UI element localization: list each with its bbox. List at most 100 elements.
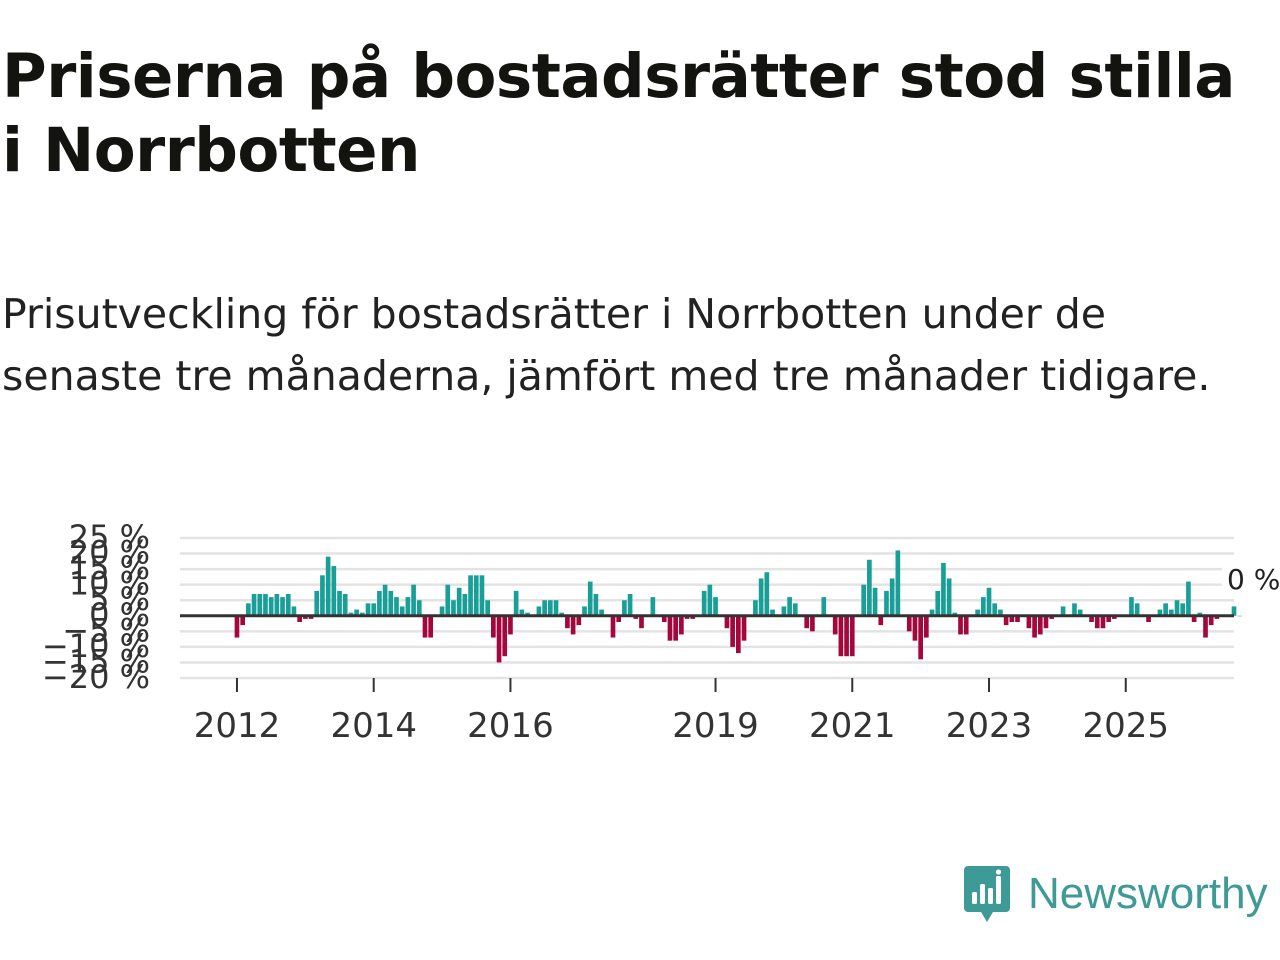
bar	[707, 584, 713, 616]
y-tick-label: 20 %	[69, 534, 150, 572]
bar	[1237, 615, 1243, 617]
bar	[1214, 615, 1220, 619]
bar	[1129, 597, 1134, 616]
page-subtitle: Prisutveckling för bostadsrätter i Norrb…	[2, 290, 1211, 400]
y-tick-label: 5 %	[89, 580, 150, 618]
bar	[929, 609, 935, 616]
bar	[593, 594, 599, 616]
bar	[958, 615, 963, 635]
x-tick-label: 2014	[330, 706, 417, 746]
bar	[924, 615, 929, 638]
bar	[661, 615, 667, 622]
bar	[291, 606, 297, 616]
bar	[365, 603, 371, 616]
bar	[582, 606, 587, 616]
bar	[781, 606, 787, 616]
bar	[411, 584, 416, 616]
bar	[1174, 600, 1180, 616]
bar	[673, 615, 679, 641]
bar	[872, 587, 878, 616]
bar	[246, 603, 251, 616]
bar	[240, 615, 246, 626]
bar	[553, 600, 559, 616]
bar	[713, 597, 718, 616]
bar	[735, 615, 741, 654]
bar	[496, 615, 502, 663]
bar	[542, 600, 547, 616]
bar	[1060, 606, 1066, 616]
bar	[382, 584, 388, 616]
bar	[462, 594, 468, 616]
bar	[285, 594, 291, 616]
bar	[963, 615, 969, 635]
bar	[912, 615, 918, 641]
bar	[1094, 615, 1100, 629]
bar	[1146, 615, 1151, 622]
bar	[320, 575, 325, 616]
bar	[622, 600, 627, 616]
bar	[861, 584, 867, 616]
bar	[684, 615, 690, 619]
bar-chart: −20 %−15 %−10 %−5 %0 %5 %10 %15 %20 %25 …	[42, 518, 1280, 746]
bar	[1037, 615, 1043, 635]
bar	[1077, 609, 1083, 616]
bar	[428, 615, 434, 638]
bar	[1049, 615, 1055, 619]
bar	[889, 578, 895, 616]
bar	[616, 615, 622, 622]
bar	[986, 587, 992, 616]
newsworthy-logo-icon	[964, 866, 1010, 922]
x-tick-label: 2019	[672, 706, 759, 746]
bar	[337, 590, 342, 616]
bar	[1157, 609, 1163, 616]
bar	[895, 550, 901, 616]
bar	[570, 615, 576, 635]
y-tick-label: 10 %	[69, 565, 150, 603]
bar	[251, 594, 257, 616]
bar	[576, 615, 582, 626]
bar	[724, 615, 730, 629]
bar	[359, 612, 365, 616]
y-tick-label: 15 %	[69, 549, 150, 587]
bar	[975, 609, 980, 616]
bar	[770, 609, 775, 616]
brand-logo: Newsworthy	[962, 862, 1268, 926]
bar	[946, 578, 952, 616]
bar	[633, 615, 639, 619]
bar	[502, 615, 508, 657]
x-tick-label: 2012	[194, 706, 281, 746]
bar	[439, 606, 445, 616]
bar	[473, 575, 479, 616]
bar	[787, 597, 792, 616]
bar	[792, 603, 798, 616]
bar	[849, 615, 855, 657]
bar	[491, 615, 496, 638]
bar	[377, 590, 382, 616]
last-value-annotation: 0 %	[1227, 563, 1280, 596]
bar	[764, 572, 770, 616]
bar	[935, 590, 941, 616]
bar	[667, 615, 673, 641]
bar	[690, 615, 696, 619]
bar	[1203, 615, 1208, 638]
bar	[1043, 615, 1049, 629]
bar	[513, 590, 519, 616]
bar	[1015, 615, 1020, 622]
bar	[1163, 603, 1168, 616]
bar	[308, 615, 314, 619]
bar	[371, 603, 377, 616]
brand-name: Newsworthy	[1028, 869, 1268, 918]
bar	[650, 597, 656, 616]
bar	[525, 612, 530, 616]
bar	[1100, 615, 1106, 629]
bar	[844, 615, 849, 657]
bar	[952, 612, 958, 616]
bar	[610, 615, 616, 638]
bar	[639, 615, 644, 629]
bar	[456, 587, 462, 616]
bar	[599, 609, 604, 616]
x-tick-label: 2025	[1082, 706, 1169, 746]
bar	[303, 615, 308, 619]
bar	[1009, 615, 1015, 622]
bar	[331, 566, 337, 616]
